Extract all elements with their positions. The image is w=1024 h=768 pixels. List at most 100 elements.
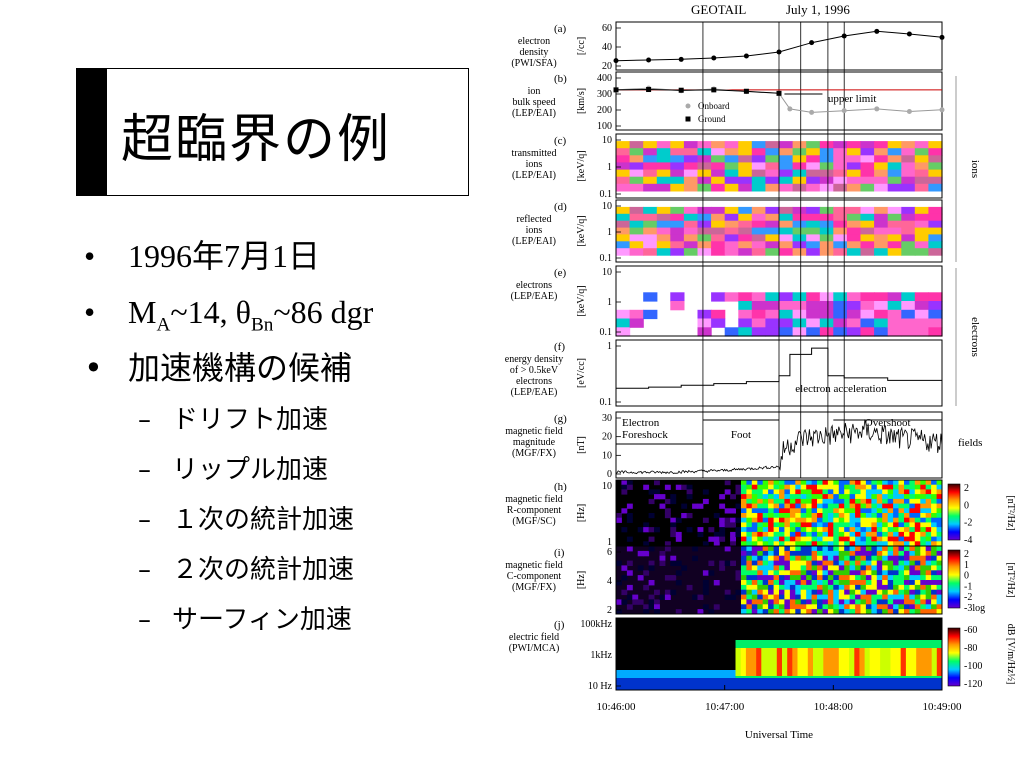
heatmap-cell	[819, 292, 834, 302]
spectrogram-cell	[800, 522, 807, 528]
spectrogram-cell	[898, 531, 905, 538]
spectrogram-cell	[865, 575, 872, 581]
spectrogram-cell	[909, 517, 916, 523]
heatmap-cell	[914, 176, 929, 185]
spectrogram-cell	[914, 489, 921, 495]
heatmap-cell	[901, 292, 916, 302]
spectrogram-cell	[936, 570, 943, 576]
heatmap-cell	[928, 220, 943, 229]
panel-id: (f)	[554, 341, 565, 353]
heatmap-cell	[887, 220, 902, 229]
spectrogram-cell	[806, 517, 813, 523]
spectrogram-cell	[844, 546, 851, 552]
heatmap-cell	[901, 234, 916, 242]
spectrogram-cell	[844, 498, 851, 505]
spectrogram-cell	[784, 609, 791, 615]
spectrogram-cell	[789, 480, 796, 486]
heatmap-cell	[860, 141, 875, 149]
heatmap-cell	[697, 206, 712, 215]
spectrogram-cell	[849, 589, 856, 596]
heatmap-cell	[751, 318, 766, 328]
spectrogram-cell	[779, 555, 785, 562]
heatmap-cell	[711, 169, 726, 178]
spectrogram-cell	[817, 570, 823, 576]
heatmap-cell	[901, 148, 916, 156]
panel-unit: [nT]	[576, 436, 587, 454]
spectrogram-cell	[882, 517, 889, 523]
spectrogram-cell	[746, 609, 753, 615]
spectrogram-cell	[898, 489, 905, 495]
heatmap-cell	[846, 227, 862, 236]
spectrogram-cell	[860, 560, 867, 566]
spectrogram-cell	[920, 570, 927, 576]
spectrogram-cell	[876, 480, 883, 486]
heatmap-cell	[819, 227, 834, 236]
spectrogram-cell	[822, 584, 829, 591]
dash-marker: –	[138, 555, 151, 585]
spectrogram-cell	[692, 546, 698, 552]
spectrogram-cell	[795, 494, 802, 500]
spectrogram-cell	[757, 565, 764, 571]
spectrogram-cell	[827, 546, 834, 552]
heatmap-cell	[643, 234, 658, 242]
heatmap-cell	[738, 148, 753, 156]
spectrogram-cell	[838, 489, 845, 495]
spectrogram-cell	[893, 604, 899, 610]
spectrogram-cell	[806, 541, 813, 547]
spectrogram-cell	[643, 484, 650, 490]
spectrogram-cell	[697, 609, 704, 615]
spectrogram-cell	[621, 484, 628, 490]
spectrogram-cell	[936, 484, 943, 490]
spectrogram-cell	[795, 480, 802, 486]
heatmap-cell	[683, 213, 699, 222]
heatmap-cell	[806, 206, 821, 215]
spectrogram-cell	[838, 648, 845, 676]
spectrogram-cell	[702, 517, 709, 523]
spectrogram-cell	[800, 527, 807, 533]
spectrogram-cell	[871, 575, 878, 581]
spectrogram-cell	[920, 575, 927, 581]
spectrogram-cell	[855, 503, 861, 509]
spectrogram-cell	[936, 498, 943, 505]
heatmap-cell	[765, 183, 780, 192]
spectrogram-cell	[654, 489, 660, 495]
spectrogram-cell	[719, 522, 726, 528]
spectrogram-cell	[855, 531, 861, 538]
spectrogram-cell	[865, 565, 872, 571]
spectrogram-cell	[893, 480, 899, 486]
heatmap-cell	[792, 234, 807, 242]
spectrogram-cell	[779, 480, 785, 486]
spectrogram-cell	[621, 599, 628, 605]
spectrogram-cell	[751, 480, 758, 486]
spectrogram-cell	[773, 599, 780, 605]
spectrogram-cell	[827, 580, 834, 586]
heatmap-cell	[874, 234, 889, 242]
spectrogram-cell	[909, 541, 916, 547]
spectrogram-cell	[936, 599, 943, 605]
y-tick-label: 6	[607, 547, 612, 558]
spectrogram-cell	[751, 565, 758, 571]
spectrogram-cell	[914, 555, 921, 562]
spectrogram-cell	[920, 560, 927, 566]
spectrogram-cell	[882, 609, 889, 615]
spectrogram-cell	[871, 589, 878, 596]
heatmap-cell	[643, 183, 658, 192]
heatmap-cell	[860, 301, 875, 311]
spectrogram-cell	[784, 480, 791, 486]
spectrogram-cell	[741, 527, 747, 533]
spectrogram-cell	[800, 513, 807, 519]
spectrogram-cell	[817, 565, 823, 571]
spectrogram-cell	[920, 527, 927, 533]
spectrogram-cell	[876, 541, 883, 547]
heatmap-cell	[819, 206, 834, 215]
heatmap-cell	[656, 241, 671, 249]
y-tick-label: 10	[602, 481, 612, 492]
heatmap-cell	[711, 220, 726, 229]
heatmap-cell	[616, 206, 631, 215]
spectrogram-cell	[882, 494, 889, 500]
spectrogram-cell	[931, 541, 937, 547]
spectrogram-cell	[882, 480, 889, 486]
spectrogram-cell	[871, 609, 878, 615]
spectrogram-cell	[909, 580, 916, 586]
spectrogram-cell	[936, 555, 943, 562]
